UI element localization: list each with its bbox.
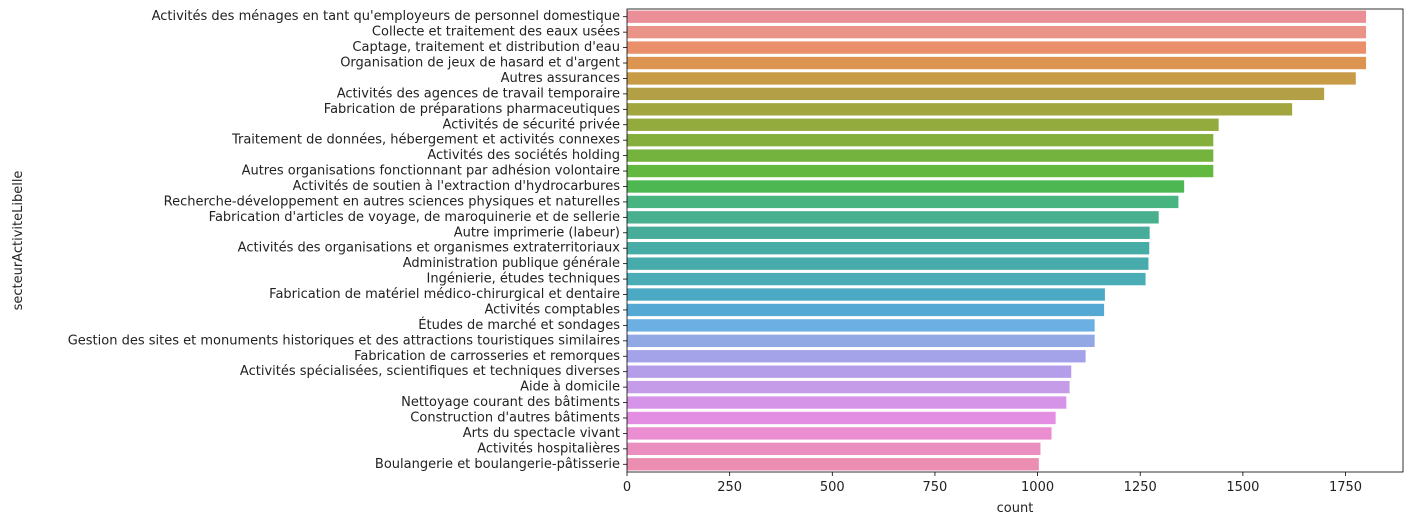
bar <box>627 103 1293 116</box>
bar <box>627 118 1219 131</box>
bar <box>627 149 1214 162</box>
category-label: Nettoyage courant des bâtiments <box>401 395 620 410</box>
category-label: Activités des agences de travail tempora… <box>337 86 620 101</box>
category-labels: Activités des ménages en tant qu'employe… <box>68 9 627 472</box>
bar <box>627 87 1325 101</box>
bar <box>627 226 1150 239</box>
category-label: Fabrication de carrosseries et remorques <box>354 349 620 364</box>
bars-group <box>627 10 1367 471</box>
bar <box>627 41 1367 54</box>
category-label: Autre imprimerie (labeur) <box>454 225 620 240</box>
category-label: Organisation de jeux de hasard et d'arge… <box>340 56 620 71</box>
x-tick-labels: 0 250 500 750 1000 1250 1500 1750 <box>623 472 1362 495</box>
category-label: Aide à domicile <box>520 380 620 395</box>
category-label: Fabrication d'articles de voyage, de mar… <box>209 210 620 225</box>
bar <box>627 411 1056 425</box>
x-tick-label: 1250 <box>1124 480 1157 495</box>
bar <box>627 303 1105 317</box>
category-label: Activités hospitalières <box>477 441 620 456</box>
bar <box>627 180 1185 193</box>
category-label: Recherche-développement en autres scienc… <box>164 194 621 209</box>
bar <box>627 56 1367 70</box>
bar <box>627 458 1039 471</box>
bar <box>627 211 1159 224</box>
x-tick-label: 1750 <box>1329 480 1362 495</box>
category-label: Activités de sécurité privée <box>443 117 620 132</box>
category-label: Activités comptables <box>484 302 620 317</box>
bar <box>627 334 1095 347</box>
bar <box>627 380 1070 394</box>
category-label: Activités des ménages en tant qu'employe… <box>152 9 620 24</box>
bar <box>627 242 1150 255</box>
bar <box>627 134 1214 147</box>
y-axis-label: secteurActiviteLibelle <box>11 171 26 311</box>
bar <box>627 25 1367 39</box>
category-label: Fabrication de préparations pharmaceutiq… <box>324 102 620 117</box>
bar <box>627 257 1149 270</box>
bar <box>627 365 1072 378</box>
x-tick-label: 750 <box>923 480 948 495</box>
x-axis-label: count <box>997 501 1034 516</box>
category-label: Collecte et traitement des eaux usées <box>372 25 620 40</box>
category-label: Activités spécialisées, scientifiques et… <box>240 364 620 379</box>
category-label: Activités des sociétés holding <box>427 148 620 163</box>
bar <box>627 288 1105 301</box>
bar <box>627 350 1086 363</box>
category-label: Captage, traitement et distribution d'ea… <box>352 40 620 55</box>
category-label: Activités des organisations et organisme… <box>238 241 621 256</box>
category-label: Gestion des sites et monuments historiqu… <box>68 333 621 348</box>
category-label: Boulangerie et boulangerie-pâtisserie <box>375 457 620 472</box>
x-tick-label: 1500 <box>1226 480 1259 495</box>
bar <box>627 10 1367 23</box>
x-tick-label: 0 <box>623 480 631 495</box>
x-tick-label: 250 <box>717 480 742 495</box>
x-tick-label: 1000 <box>1021 480 1054 495</box>
category-label: Études de marché et sondages <box>418 317 620 333</box>
category-label: Ingénierie, études techniques <box>427 272 621 287</box>
bar <box>627 442 1041 456</box>
bar <box>627 72 1356 85</box>
category-label: Autres organisations fonctionnant par ad… <box>242 164 620 179</box>
category-label: Administration publique générale <box>403 256 620 271</box>
x-tick-label: 500 <box>820 480 845 495</box>
bar <box>627 195 1179 209</box>
category-label: Arts du spectacle vivant <box>463 426 620 441</box>
bar <box>627 164 1214 178</box>
category-label: Traitement de données, hébergement et ac… <box>231 133 620 148</box>
category-label: Construction d'autres bâtiments <box>410 410 620 425</box>
bar <box>627 396 1067 409</box>
category-label: Fabrication de matériel médico-chirurgic… <box>269 287 620 302</box>
category-label: Activités de soutien à l'extraction d'hy… <box>293 179 621 194</box>
bar <box>627 427 1052 440</box>
bar <box>627 272 1146 286</box>
bar <box>627 319 1095 332</box>
category-label: Autres assurances <box>501 71 621 86</box>
plot-frame <box>626 8 1404 473</box>
